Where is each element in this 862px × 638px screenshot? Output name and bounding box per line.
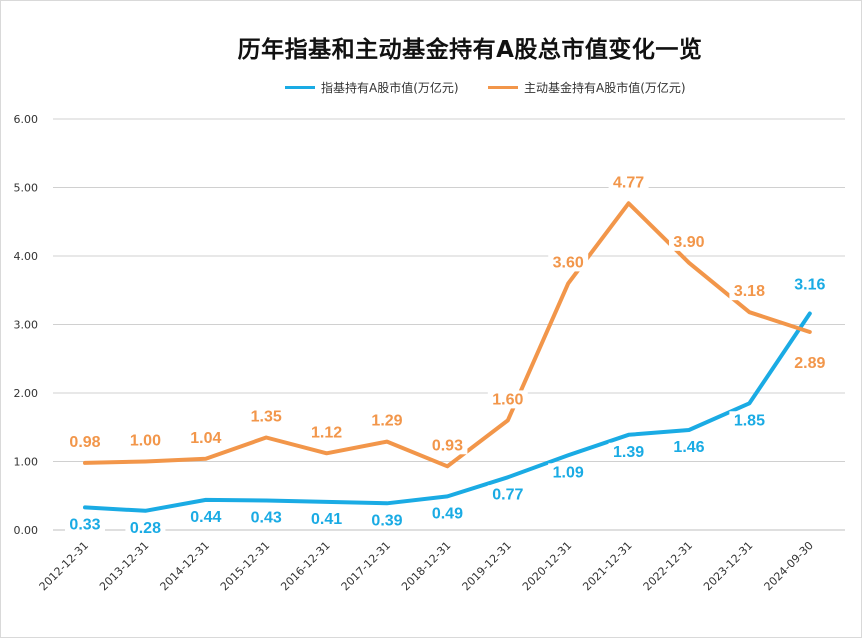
- data-label-bg: [65, 432, 105, 451]
- y-tick-label: 2.00: [14, 387, 39, 400]
- data-label-bg: [246, 508, 287, 527]
- index-fund-data-label: 1.39: [613, 444, 644, 461]
- x-tick-label: 2018-12-31: [399, 539, 453, 593]
- legend-label-active-fund: 主动基金持有A股市值(万亿元): [524, 80, 686, 95]
- active-fund-data-label: 1.00: [130, 433, 161, 450]
- active-fund-data-label: 3.60: [553, 254, 584, 271]
- y-tick-label: 6.00: [14, 113, 39, 126]
- x-tick-label: 2015-12-31: [218, 539, 272, 593]
- index-fund-data-label: 0.39: [371, 512, 402, 529]
- data-label-bg: [548, 253, 589, 272]
- active-fund-data-label: 4.77: [613, 174, 644, 191]
- chart-title: 历年指基和主动基金持有A股总市值变化一览: [237, 37, 703, 63]
- index-fund-data-label: 1.46: [673, 439, 704, 456]
- legend-swatch-active-fund: [488, 85, 518, 89]
- data-label-bg: [608, 173, 649, 192]
- legend-item-active-fund: 主动基金持有A股市值(万亿元): [488, 79, 686, 95]
- x-tick-label: 2013-12-31: [97, 539, 151, 593]
- legend-item-index-fund: 指基持有A股市值(万亿元): [285, 79, 459, 95]
- x-tick-label: 2012-12-31: [37, 539, 91, 593]
- index-fund-data-label: 0.33: [69, 516, 100, 533]
- y-tick-label: 1.00: [14, 456, 39, 469]
- active-fund-data-label: 3.90: [673, 234, 704, 251]
- x-tick-label: 2017-12-31: [339, 539, 393, 593]
- data-label-bg: [789, 354, 830, 373]
- data-label-bg: [789, 275, 830, 294]
- index-fund-data-label: 3.16: [794, 277, 825, 294]
- x-tick-label: 2021-12-31: [580, 539, 634, 593]
- index-fund-data-label: 1.85: [734, 412, 765, 429]
- data-label-bg: [669, 232, 709, 251]
- data-label-bg: [306, 509, 347, 528]
- active-fund-data-label: 1.35: [251, 409, 282, 426]
- data-label-bg: [729, 282, 770, 301]
- active-fund-data-label: 3.18: [734, 283, 765, 300]
- x-tick-label: 2016-12-31: [278, 539, 332, 593]
- active-fund-line: [83, 201, 812, 469]
- active-fund-data-label: 1.29: [371, 413, 402, 430]
- index-fund-data-label: 0.77: [492, 486, 523, 503]
- index-fund-data-label: 0.41: [311, 511, 342, 528]
- index-fund-data-label: 0.28: [130, 520, 161, 537]
- data-label-bg: [185, 507, 226, 526]
- data-label-bg: [548, 463, 589, 482]
- index-fund-data-label: 1.09: [553, 464, 584, 481]
- data-label-bg: [306, 423, 347, 442]
- data-label-bg: [367, 511, 407, 530]
- data-label-bg: [125, 518, 166, 537]
- data-label-bg: [125, 431, 166, 450]
- y-tick-label: 3.00: [14, 319, 39, 332]
- active-fund-data-label: 1.60: [492, 391, 523, 408]
- x-tick-label: 2022-12-31: [641, 539, 695, 593]
- x-tick-label: 2020-12-31: [520, 539, 574, 593]
- data-label-bg: [427, 504, 468, 523]
- x-tick-label: 2023-12-31: [701, 539, 755, 593]
- y-tick-label: 5.00: [14, 182, 39, 195]
- active-fund-data-label: 1.04: [190, 430, 221, 447]
- data-label-bg: [427, 436, 468, 455]
- data-label-bg: [185, 428, 226, 447]
- y-tick-label: 4.00: [14, 250, 39, 263]
- data-label-bg: [487, 390, 528, 409]
- index-fund-line: [83, 311, 812, 513]
- x-tick-label: 2019-12-31: [460, 539, 514, 593]
- x-tick-label: 2024-09-30: [762, 539, 816, 593]
- index-fund-data-label: 0.43: [251, 510, 282, 527]
- active-fund-data-label: 0.93: [432, 437, 463, 454]
- data-label-bg: [669, 437, 709, 456]
- legend-swatch-index-fund: [285, 85, 315, 89]
- y-tick-label: 0.00: [14, 524, 39, 537]
- active-fund-data-label: 1.12: [311, 424, 342, 441]
- data-label-bg: [729, 411, 770, 430]
- data-label-bg: [487, 485, 528, 504]
- data-label-bg: [367, 411, 407, 430]
- index-fund-data-label: 0.49: [432, 505, 463, 522]
- active-fund-data-label: 0.98: [69, 434, 100, 451]
- data-label-bg: [65, 515, 105, 534]
- legend-label-index-fund: 指基持有A股市值(万亿元): [321, 80, 459, 95]
- active-fund-data-label: 2.89: [794, 355, 825, 372]
- data-label-bg: [246, 407, 287, 426]
- data-label-bg: [608, 442, 649, 461]
- x-tick-label: 2014-12-31: [158, 539, 212, 593]
- index-fund-data-label: 0.44: [190, 509, 221, 526]
